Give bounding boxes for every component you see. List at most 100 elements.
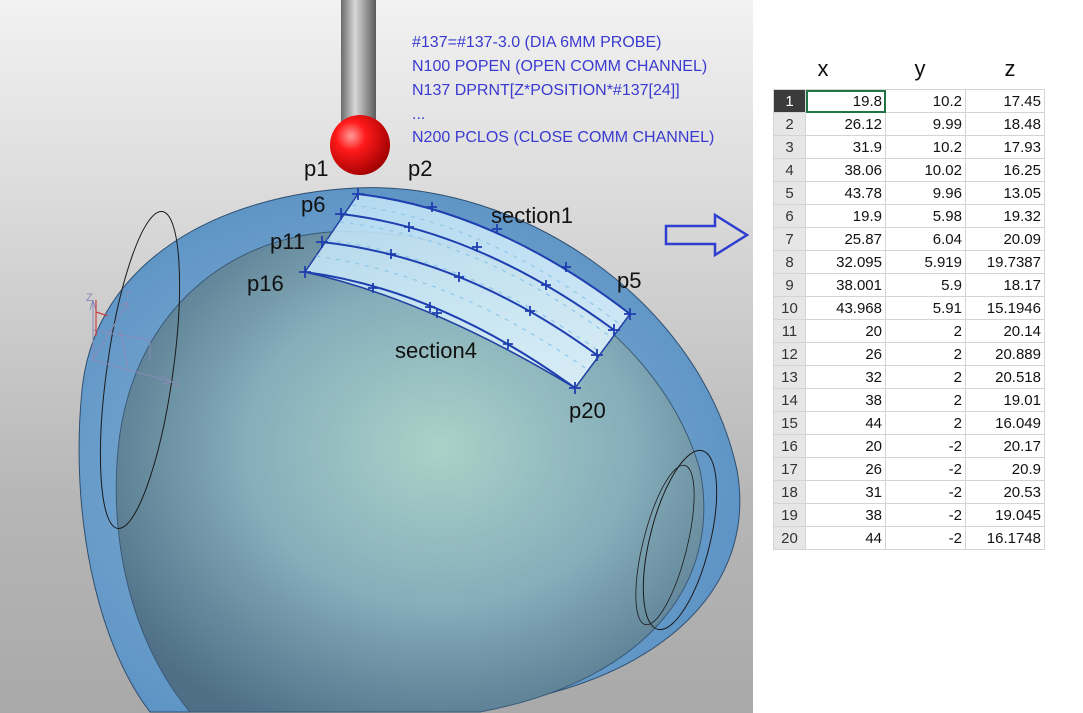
row-number[interactable]: 15: [773, 411, 806, 435]
table-row[interactable]: 10 43.968 5.91 15.1946: [773, 296, 1045, 320]
cell-y[interactable]: -2: [885, 503, 966, 527]
row-number[interactable]: 13: [773, 365, 806, 389]
table-row[interactable]: 16 20 -2 20.17: [773, 434, 1045, 458]
cell-z[interactable]: 16.049: [965, 411, 1045, 435]
table-row[interactable]: 19 38 -2 19.045: [773, 503, 1045, 527]
cell-y[interactable]: -2: [885, 480, 966, 504]
row-number[interactable]: 6: [773, 204, 806, 228]
row-number[interactable]: 16: [773, 434, 806, 458]
cell-z[interactable]: 18.48: [965, 112, 1045, 136]
cell-z[interactable]: 19.01: [965, 388, 1045, 412]
cell-z[interactable]: 19.7387: [965, 250, 1045, 274]
table-row[interactable]: 20 44 -2 16.1748: [773, 526, 1045, 550]
cell-y[interactable]: 2: [885, 319, 966, 343]
row-number[interactable]: 9: [773, 273, 806, 297]
table-row[interactable]: 2 26.12 9.99 18.48: [773, 112, 1045, 136]
row-number[interactable]: 7: [773, 227, 806, 251]
cell-z[interactable]: 17.93: [965, 135, 1045, 159]
cell-z[interactable]: 17.45: [965, 89, 1045, 113]
table-row[interactable]: 1 19.8 10.2 17.45: [773, 89, 1045, 113]
row-number[interactable]: 14: [773, 388, 806, 412]
cell-x[interactable]: 32.095: [805, 250, 886, 274]
cell-y[interactable]: 10.2: [885, 135, 966, 159]
cell-z[interactable]: 20.17: [965, 434, 1045, 458]
table-row[interactable]: 12 26 2 20.889: [773, 342, 1045, 366]
cell-z[interactable]: 20.9: [965, 457, 1045, 481]
cell-z[interactable]: 20.518: [965, 365, 1045, 389]
cell-x[interactable]: 38.06: [805, 158, 886, 182]
row-number[interactable]: 8: [773, 250, 806, 274]
table-row[interactable]: 13 32 2 20.518: [773, 365, 1045, 389]
cell-z[interactable]: 20.53: [965, 480, 1045, 504]
row-number[interactable]: 18: [773, 480, 806, 504]
row-number[interactable]: 11: [773, 319, 806, 343]
cell-x[interactable]: 44: [805, 526, 886, 550]
cell-y[interactable]: 5.9: [885, 273, 966, 297]
table-row[interactable]: 9 38.001 5.9 18.17: [773, 273, 1045, 297]
cell-y[interactable]: 2: [885, 411, 966, 435]
cell-x[interactable]: 26: [805, 342, 886, 366]
cell-x[interactable]: 25.87: [805, 227, 886, 251]
table-row[interactable]: 11 20 2 20.14: [773, 319, 1045, 343]
cell-x[interactable]: 43.968: [805, 296, 886, 320]
cell-y[interactable]: 2: [885, 365, 966, 389]
table-row[interactable]: 5 43.78 9.96 13.05: [773, 181, 1045, 205]
cell-x[interactable]: 31: [805, 480, 886, 504]
cell-y[interactable]: 9.99: [885, 112, 966, 136]
table-row[interactable]: 15 44 2 16.049: [773, 411, 1045, 435]
cell-x[interactable]: 44: [805, 411, 886, 435]
table-row[interactable]: 17 26 -2 20.9: [773, 457, 1045, 481]
row-number[interactable]: 12: [773, 342, 806, 366]
cell-x[interactable]: 19.8: [805, 89, 886, 113]
spreadsheet[interactable]: 1 19.8 10.2 17.45 2 26.12 9.99 18.48 3 31.9 10.2 17…: [773, 89, 1045, 550]
cell-x[interactable]: 19.9: [805, 204, 886, 228]
cell-x[interactable]: 38: [805, 503, 886, 527]
table-row[interactable]: 8 32.095 5.919 19.7387: [773, 250, 1045, 274]
row-number[interactable]: 5: [773, 181, 806, 205]
cell-x[interactable]: 20: [805, 434, 886, 458]
cell-x[interactable]: 43.78: [805, 181, 886, 205]
cell-y[interactable]: -2: [885, 434, 966, 458]
cell-y[interactable]: -2: [885, 457, 966, 481]
cell-z[interactable]: 16.1748: [965, 526, 1045, 550]
row-number[interactable]: 19: [773, 503, 806, 527]
cell-y[interactable]: 5.919: [885, 250, 966, 274]
cell-z[interactable]: 15.1946: [965, 296, 1045, 320]
row-number[interactable]: 2: [773, 112, 806, 136]
cell-y[interactable]: 5.91: [885, 296, 966, 320]
cell-z[interactable]: 19.045: [965, 503, 1045, 527]
cell-y[interactable]: 2: [885, 388, 966, 412]
table-row[interactable]: 14 38 2 19.01: [773, 388, 1045, 412]
cell-x[interactable]: 26: [805, 457, 886, 481]
table-row[interactable]: 4 38.06 10.02 16.25: [773, 158, 1045, 182]
cad-viewport[interactable]: Z Y X #137=#137-3.0 (DIA 6MM PROBE) N100…: [0, 0, 753, 713]
table-row[interactable]: 6 19.9 5.98 19.32: [773, 204, 1045, 228]
cell-y[interactable]: 10.02: [885, 158, 966, 182]
cell-z[interactable]: 19.32: [965, 204, 1045, 228]
table-row[interactable]: 3 31.9 10.2 17.93: [773, 135, 1045, 159]
row-number[interactable]: 1: [773, 89, 806, 113]
cell-x[interactable]: 32: [805, 365, 886, 389]
cell-x[interactable]: 26.12: [805, 112, 886, 136]
cell-x[interactable]: 38: [805, 388, 886, 412]
cell-z[interactable]: 20.889: [965, 342, 1045, 366]
cell-y[interactable]: 5.98: [885, 204, 966, 228]
cell-x[interactable]: 31.9: [805, 135, 886, 159]
cell-x[interactable]: 38.001: [805, 273, 886, 297]
cell-z[interactable]: 20.14: [965, 319, 1045, 343]
cell-z[interactable]: 20.09: [965, 227, 1045, 251]
row-number[interactable]: 10: [773, 296, 806, 320]
cell-y[interactable]: 10.2: [885, 89, 966, 113]
cell-y[interactable]: -2: [885, 526, 966, 550]
cell-x[interactable]: 20: [805, 319, 886, 343]
cell-y[interactable]: 2: [885, 342, 966, 366]
cell-z[interactable]: 13.05: [965, 181, 1045, 205]
cell-y[interactable]: 9.96: [885, 181, 966, 205]
cell-z[interactable]: 16.25: [965, 158, 1045, 182]
cell-z[interactable]: 18.17: [965, 273, 1045, 297]
row-number[interactable]: 17: [773, 457, 806, 481]
table-row[interactable]: 7 25.87 6.04 20.09: [773, 227, 1045, 251]
row-number[interactable]: 3: [773, 135, 806, 159]
cell-y[interactable]: 6.04: [885, 227, 966, 251]
row-number[interactable]: 20: [773, 526, 806, 550]
